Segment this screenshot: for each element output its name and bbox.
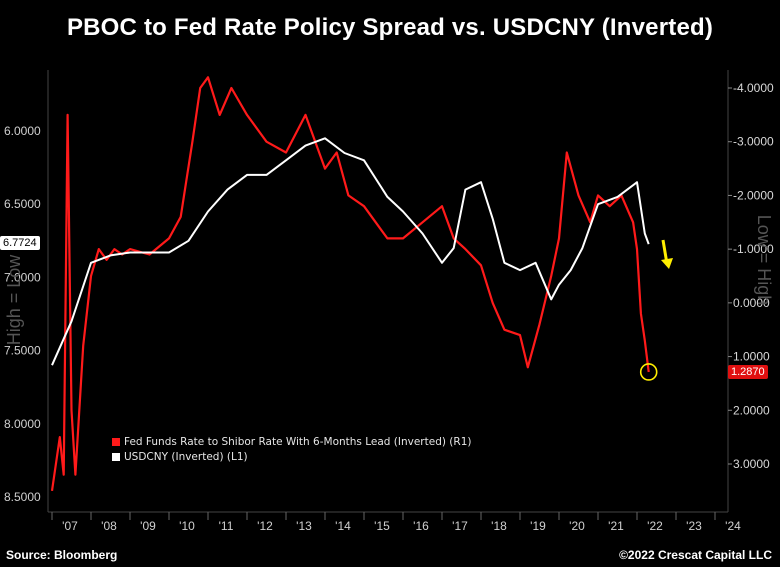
right-last-value-badge: 1.2870 <box>728 365 768 379</box>
legend-label-red: Fed Funds Rate to Shibor Rate With 6-Mon… <box>124 435 472 448</box>
footer-copyright: ©2022 Crescat Capital LLC <box>619 548 772 562</box>
x-tick-label: '15 <box>374 519 390 533</box>
x-tick-label: '22 <box>647 519 663 533</box>
footer-source: Source: Bloomberg <box>6 548 118 562</box>
x-tick-label: '19 <box>530 519 546 533</box>
right-tick-label: -3.0000 <box>733 135 774 149</box>
left-axis-side-label: High = Low <box>4 254 24 346</box>
right-tick-label: 3.0000 <box>733 457 770 471</box>
axes-layer: 6.0000 6.5000 7.0000 7.5000 8.0000 8.5000 -4.0… <box>4 70 774 533</box>
x-tick-label: '24 <box>725 519 741 533</box>
series-line-usdcny <box>51 137 650 366</box>
highlight-circle <box>639 363 658 381</box>
x-tick-label: '09 <box>140 519 156 533</box>
legend-swatch-red <box>112 437 120 446</box>
axis-side-labels: High = Low Low = High <box>4 215 774 346</box>
x-tick-label: '18 <box>491 519 507 533</box>
x-tick-label: '16 <box>413 519 429 533</box>
x-tick-label: '17 <box>452 519 468 533</box>
legend-item-white: USDCNY (Inverted) (L1) <box>112 449 471 464</box>
right-axis-side-label: Low = High <box>754 215 774 306</box>
x-tick-label: '20 <box>569 519 585 533</box>
legend-label-white: USDCNY (Inverted) (L1) <box>124 450 248 463</box>
x-tick-label: '13 <box>296 519 312 533</box>
legend: Fed Funds Rate to Shibor Rate With 6-Mon… <box>112 434 471 464</box>
chart-title: PBOC to Fed Rate Policy Spread vs. USDCN… <box>66 14 714 41</box>
annotation-layer <box>639 239 673 381</box>
left-tick-label: 8.5000 <box>4 490 41 504</box>
left-tick-label: 7.5000 <box>4 344 41 358</box>
series-layer <box>50 76 650 492</box>
right-tick-label: -1.0000 <box>733 242 774 256</box>
x-tick-label: '14 <box>335 519 351 533</box>
x-tick-label: '21 <box>608 519 624 533</box>
left-tick-label: 6.5000 <box>4 197 41 211</box>
right-tick-label: -2.0000 <box>733 188 774 202</box>
right-tick-label: 1.0000 <box>733 350 770 364</box>
x-tick-label: '12 <box>257 519 273 533</box>
right-tick-label: -4.0000 <box>733 81 774 95</box>
x-tick-label: '11 <box>219 519 234 533</box>
x-tick-label: '23 <box>686 519 702 533</box>
x-tick-label: '10 <box>179 519 195 533</box>
legend-item-red: Fed Funds Rate to Shibor Rate With 6-Mon… <box>112 434 471 449</box>
right-tick-label: 2.0000 <box>733 403 770 417</box>
x-tick-label: '07 <box>62 519 78 533</box>
down-arrow-icon <box>661 258 673 269</box>
right-tick-label: 0.0000 <box>733 296 770 310</box>
legend-swatch-white <box>112 452 120 461</box>
left-tick-label: 7.0000 <box>4 270 41 284</box>
left-tick-label: 8.0000 <box>4 417 41 431</box>
x-tick-label: '08 <box>101 519 117 533</box>
series-line-fed-shibor-spread <box>50 76 650 492</box>
left-tick-label: 6.0000 <box>4 124 41 138</box>
left-last-value-badge: 6.7724 <box>0 236 40 250</box>
